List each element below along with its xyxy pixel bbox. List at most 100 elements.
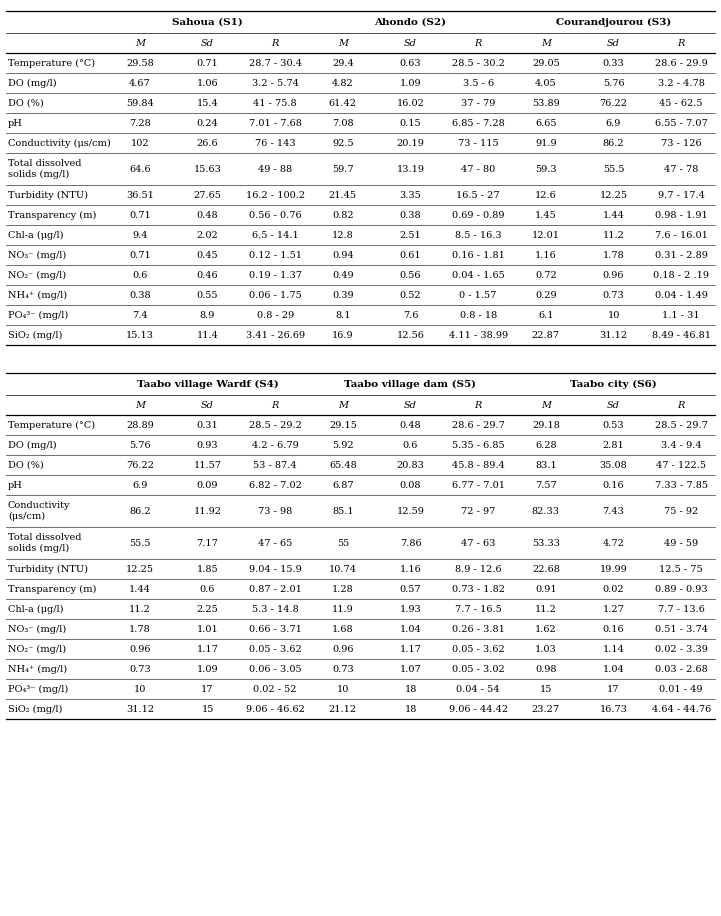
Text: 59.7: 59.7 [332, 165, 353, 173]
Text: 0.09: 0.09 [197, 481, 218, 489]
Text: 11.57: 11.57 [193, 461, 221, 470]
Text: 0.61: 0.61 [399, 250, 421, 259]
Text: 0.96: 0.96 [332, 645, 353, 653]
Text: 75 - 92: 75 - 92 [664, 507, 699, 516]
Text: 28.5 - 30.2: 28.5 - 30.2 [452, 59, 505, 68]
Text: 0.93: 0.93 [197, 441, 218, 450]
Text: 0.48: 0.48 [197, 211, 218, 220]
Text: Temperature (°C): Temperature (°C) [8, 420, 95, 430]
Text: Taabo village dam (S5): Taabo village dam (S5) [345, 379, 477, 388]
Text: 7.4: 7.4 [132, 311, 148, 320]
Text: 31.12: 31.12 [599, 331, 627, 340]
Text: 85.1: 85.1 [332, 507, 353, 516]
Text: 0.18 - 2 .19: 0.18 - 2 .19 [653, 270, 709, 279]
Text: 47 - 78: 47 - 78 [664, 165, 699, 173]
Text: 11.4: 11.4 [197, 331, 218, 340]
Text: 28.5 - 29.2: 28.5 - 29.2 [249, 420, 301, 430]
Text: 1.28: 1.28 [332, 584, 354, 594]
Text: 0.73: 0.73 [603, 290, 624, 300]
Text: 16.2 - 100.2: 16.2 - 100.2 [246, 191, 305, 200]
Text: 12.8: 12.8 [332, 231, 354, 239]
Text: 1.03: 1.03 [535, 645, 557, 653]
Text: 12.25: 12.25 [599, 191, 627, 200]
Text: 0.82: 0.82 [332, 211, 353, 220]
Text: 0.05 - 3.02: 0.05 - 3.02 [452, 664, 505, 673]
Text: 6.55 - 7.07: 6.55 - 7.07 [655, 118, 707, 127]
Text: 0.66 - 3.71: 0.66 - 3.71 [249, 625, 301, 634]
Text: 7.33 - 7.85: 7.33 - 7.85 [655, 481, 708, 489]
Text: 1.14: 1.14 [603, 645, 624, 653]
Text: 45 - 62.5: 45 - 62.5 [660, 99, 703, 107]
Text: 0.24: 0.24 [197, 118, 218, 127]
Text: 12.59: 12.59 [397, 507, 425, 516]
Text: 1.27: 1.27 [603, 605, 624, 614]
Text: 6.1: 6.1 [538, 311, 554, 320]
Text: NH₄⁺ (mg/l): NH₄⁺ (mg/l) [8, 290, 67, 300]
Text: 9.4: 9.4 [132, 231, 148, 239]
Text: 1.09: 1.09 [399, 79, 421, 88]
Text: 0.01 - 49: 0.01 - 49 [660, 684, 703, 693]
Text: 73 - 126: 73 - 126 [661, 138, 702, 147]
Text: 1.17: 1.17 [197, 645, 218, 653]
Text: solids (mg/l): solids (mg/l) [8, 543, 69, 552]
Text: 0.63: 0.63 [399, 59, 421, 68]
Text: 0.87 - 2.01: 0.87 - 2.01 [249, 584, 301, 594]
Text: 6.77 - 7.01: 6.77 - 7.01 [451, 481, 505, 489]
Text: 1.78: 1.78 [603, 250, 624, 259]
Text: 65.48: 65.48 [329, 461, 357, 470]
Text: Sahoua (S1): Sahoua (S1) [172, 17, 243, 27]
Text: 8.9 - 12.6: 8.9 - 12.6 [455, 564, 502, 573]
Text: 0.71: 0.71 [129, 250, 151, 259]
Text: Sd: Sd [201, 38, 214, 48]
Text: 29.58: 29.58 [126, 59, 154, 68]
Text: 6.9: 6.9 [132, 481, 148, 489]
Text: 21.45: 21.45 [329, 191, 357, 200]
Text: 28.5 - 29.7: 28.5 - 29.7 [655, 420, 707, 430]
Text: Sd: Sd [404, 400, 417, 409]
Text: 12.5 - 75: 12.5 - 75 [659, 564, 703, 573]
Text: 0.48: 0.48 [399, 420, 421, 430]
Text: pH: pH [8, 481, 23, 489]
Text: 1.85: 1.85 [197, 564, 218, 573]
Text: 0.57: 0.57 [399, 584, 421, 594]
Text: 0.02: 0.02 [603, 584, 624, 594]
Text: 11.2: 11.2 [129, 605, 151, 614]
Text: 0.49: 0.49 [332, 270, 353, 279]
Text: 1.16: 1.16 [399, 564, 421, 573]
Text: 59.84: 59.84 [126, 99, 154, 107]
Text: 18: 18 [404, 704, 417, 714]
Text: Sd: Sd [201, 400, 214, 409]
Text: 76.22: 76.22 [126, 461, 154, 470]
Text: 73 - 98: 73 - 98 [258, 507, 292, 516]
Text: 0.06 - 3.05: 0.06 - 3.05 [249, 664, 301, 673]
Text: 20.19: 20.19 [397, 138, 425, 147]
Text: 0.38: 0.38 [399, 211, 421, 220]
Text: 55: 55 [337, 539, 349, 548]
Text: NO₂⁻ (mg/l): NO₂⁻ (mg/l) [8, 270, 66, 279]
Text: 0.96: 0.96 [603, 270, 624, 279]
Text: 0.6: 0.6 [132, 270, 148, 279]
Text: 0.16: 0.16 [603, 481, 624, 489]
Text: 4.64 - 44.76: 4.64 - 44.76 [652, 704, 711, 714]
Text: SiO₂ (mg/l): SiO₂ (mg/l) [8, 704, 63, 714]
Text: 29.15: 29.15 [329, 420, 357, 430]
Text: 1.09: 1.09 [197, 664, 218, 673]
Text: 3.2 - 5.74: 3.2 - 5.74 [252, 79, 298, 88]
Text: 1.16: 1.16 [535, 250, 557, 259]
Text: 1.04: 1.04 [603, 664, 624, 673]
Text: 47 - 63: 47 - 63 [461, 539, 495, 548]
Text: 0.03 - 2.68: 0.03 - 2.68 [655, 664, 707, 673]
Text: 0 - 1.57: 0 - 1.57 [459, 290, 497, 300]
Text: 61.42: 61.42 [329, 99, 357, 107]
Text: 27.65: 27.65 [193, 191, 221, 200]
Text: 0.16: 0.16 [603, 625, 624, 634]
Text: Conductivity: Conductivity [8, 501, 71, 510]
Text: 4.11 - 38.99: 4.11 - 38.99 [448, 331, 508, 340]
Text: 1.17: 1.17 [399, 645, 422, 653]
Text: NO₂⁻ (mg/l): NO₂⁻ (mg/l) [8, 645, 66, 653]
Text: 53.89: 53.89 [532, 99, 559, 107]
Text: M: M [135, 400, 145, 409]
Text: 3.2 - 4.78: 3.2 - 4.78 [658, 79, 704, 88]
Text: 4.72: 4.72 [603, 539, 624, 548]
Text: Sd: Sd [404, 38, 417, 48]
